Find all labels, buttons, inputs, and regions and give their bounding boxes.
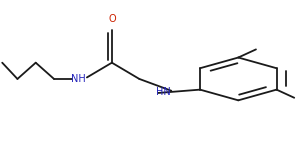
Text: O: O — [108, 14, 116, 24]
Text: HN: HN — [156, 87, 171, 97]
Text: NH: NH — [71, 74, 86, 84]
